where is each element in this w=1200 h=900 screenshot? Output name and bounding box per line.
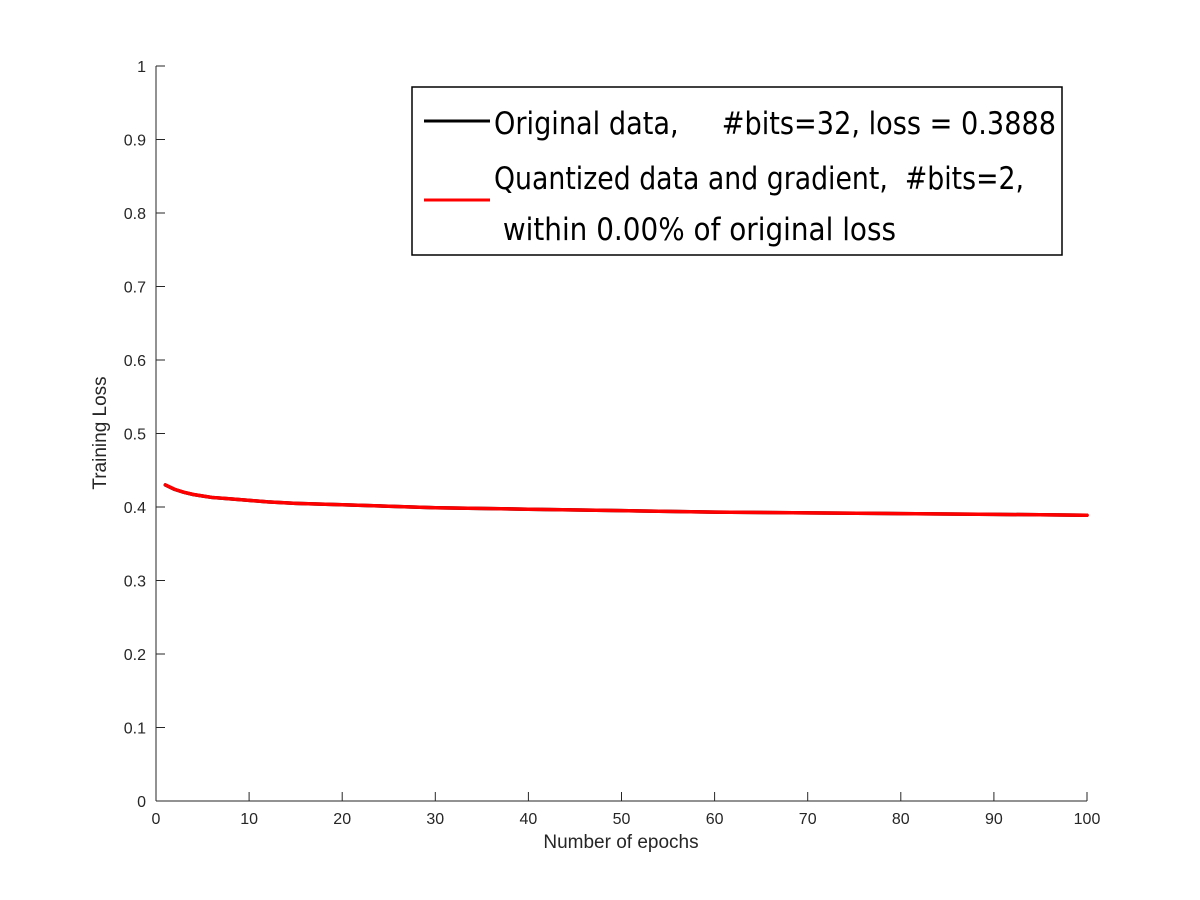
series-line-quantized bbox=[163, 483, 1089, 517]
y-axis-ticks: 0 0.1 0.2 0.3 0.4 0.5 0.6 0.7 0.8 0.9 1 bbox=[124, 59, 165, 811]
legend: Original data, #bits=32, loss = 0.3888 Q… bbox=[411, 86, 1063, 256]
y-axis-title: Training Loss bbox=[90, 376, 111, 489]
y-tick-label: 0.3 bbox=[124, 574, 146, 591]
x-tick-label: 100 bbox=[1074, 811, 1101, 828]
y-tick-label: 0.8 bbox=[124, 206, 146, 223]
legend-box bbox=[411, 86, 1063, 256]
x-tick-label: 30 bbox=[426, 811, 444, 828]
y-tick-label: 0 bbox=[137, 794, 146, 811]
x-tick-label: 80 bbox=[892, 811, 910, 828]
x-tick-label: 20 bbox=[333, 811, 351, 828]
x-tick-label: 40 bbox=[520, 811, 538, 828]
y-tick-label: 0.5 bbox=[124, 427, 146, 444]
x-tick-label: 10 bbox=[240, 811, 258, 828]
series-layer bbox=[163, 483, 1089, 517]
legend-label-quantized-line2: within 0.00% of original loss bbox=[494, 212, 896, 248]
x-tick-label: 70 bbox=[799, 811, 817, 828]
y-tick-label: 0.9 bbox=[124, 133, 146, 150]
legend-label-original: Original data, #bits=32, loss = 0.3888 bbox=[494, 106, 1056, 142]
y-tick-label: 0.1 bbox=[124, 721, 146, 738]
y-tick-label: 0.2 bbox=[124, 647, 146, 664]
legend-label-quantized-line1: Quantized data and gradient, #bits=2, bbox=[494, 161, 1024, 197]
y-tick-label: 0.6 bbox=[124, 353, 146, 370]
x-tick-label: 60 bbox=[706, 811, 724, 828]
x-tick-label: 50 bbox=[613, 811, 631, 828]
x-tick-label: 90 bbox=[985, 811, 1003, 828]
x-tick-label: 0 bbox=[152, 811, 161, 828]
y-tick-label: 1 bbox=[137, 59, 146, 76]
y-tick-label: 0.4 bbox=[124, 500, 146, 517]
y-tick-label: 0.7 bbox=[124, 280, 146, 297]
x-axis-title: Number of epochs bbox=[543, 832, 698, 853]
x-axis-ticks: 0 10 20 30 40 50 60 70 80 90 100 bbox=[152, 792, 1101, 828]
